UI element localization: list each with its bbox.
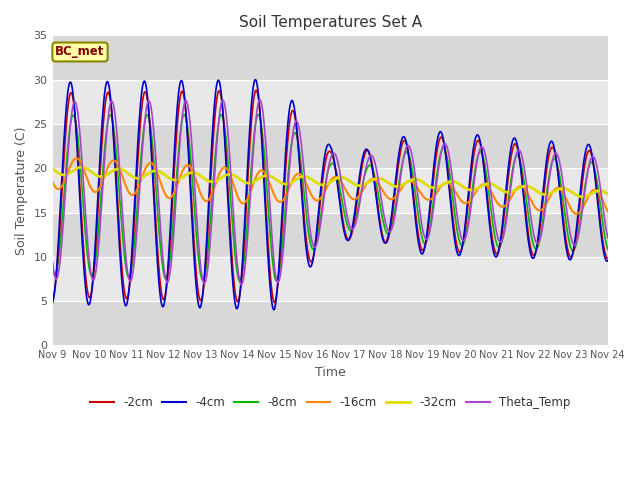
Bar <box>52 213 608 257</box>
-32cm <box>365 179 372 185</box>
Legend: -2cm, -4cm, -8cm, -16cm, -32cm, Theta_Temp: -2cm, -4cm, -8cm, -16cm, -32cm, Theta_Te… <box>85 392 575 414</box>
-32cm <box>115 166 122 172</box>
Theta_Temp <box>285 173 292 179</box>
Bar <box>52 80 608 124</box>
-4cm <box>49 300 56 306</box>
-8cm <box>365 162 373 168</box>
-4cm <box>296 173 304 179</box>
Theta_Temp <box>256 97 264 103</box>
-2cm <box>115 206 122 212</box>
Theta_Temp <box>604 235 612 240</box>
Title: Soil Temperatures Set A: Soil Temperatures Set A <box>239 15 422 30</box>
-8cm <box>236 278 244 284</box>
Theta_Temp <box>296 133 304 139</box>
-2cm <box>604 256 612 262</box>
Theta_Temp <box>307 229 314 235</box>
-32cm <box>49 166 56 171</box>
Text: BC_met: BC_met <box>55 46 105 59</box>
-8cm <box>307 240 314 246</box>
-32cm <box>306 175 314 181</box>
-2cm <box>271 300 278 305</box>
-8cm <box>285 164 292 169</box>
Bar <box>52 301 608 346</box>
-16cm <box>115 163 122 169</box>
-8cm <box>49 266 56 272</box>
Theta_Temp <box>49 259 56 265</box>
Line: Theta_Temp: Theta_Temp <box>52 100 608 285</box>
Y-axis label: Soil Temperature (C): Soil Temperature (C) <box>15 126 28 254</box>
-32cm <box>78 164 86 170</box>
-4cm <box>604 258 612 264</box>
-16cm <box>365 178 372 184</box>
-16cm <box>604 209 612 215</box>
-4cm <box>285 111 292 117</box>
Line: -8cm: -8cm <box>52 115 608 281</box>
-4cm <box>365 151 373 156</box>
-2cm <box>307 258 314 264</box>
-4cm <box>270 307 278 312</box>
-2cm <box>365 150 373 156</box>
-4cm <box>252 77 259 83</box>
-4cm <box>115 219 122 225</box>
-16cm <box>73 156 81 161</box>
-2cm <box>92 247 99 252</box>
Bar <box>52 168 608 213</box>
Line: -2cm: -2cm <box>52 90 608 302</box>
-8cm <box>296 155 304 161</box>
-16cm <box>573 211 580 217</box>
-16cm <box>49 179 56 185</box>
-32cm <box>285 181 292 187</box>
-2cm <box>252 87 260 93</box>
-16cm <box>306 189 314 195</box>
-32cm <box>604 191 612 197</box>
Theta_Temp <box>365 154 373 160</box>
-2cm <box>49 294 56 300</box>
Theta_Temp <box>237 282 245 288</box>
Theta_Temp <box>115 145 122 151</box>
-8cm <box>604 246 612 252</box>
Bar <box>52 36 608 80</box>
Bar <box>52 257 608 301</box>
-32cm <box>296 174 304 180</box>
-32cm <box>92 172 100 178</box>
Bar <box>52 124 608 168</box>
-8cm <box>92 258 99 264</box>
-16cm <box>296 171 304 177</box>
-2cm <box>296 167 304 173</box>
X-axis label: Time: Time <box>315 366 346 379</box>
Line: -32cm: -32cm <box>52 167 608 197</box>
Line: -4cm: -4cm <box>52 80 608 310</box>
-8cm <box>115 173 122 179</box>
-2cm <box>285 126 292 132</box>
-16cm <box>285 187 292 192</box>
-8cm <box>255 112 262 118</box>
-4cm <box>307 264 314 270</box>
Line: -16cm: -16cm <box>52 158 608 214</box>
Theta_Temp <box>92 271 99 276</box>
-16cm <box>92 189 100 195</box>
-32cm <box>579 194 586 200</box>
-4cm <box>92 238 99 243</box>
